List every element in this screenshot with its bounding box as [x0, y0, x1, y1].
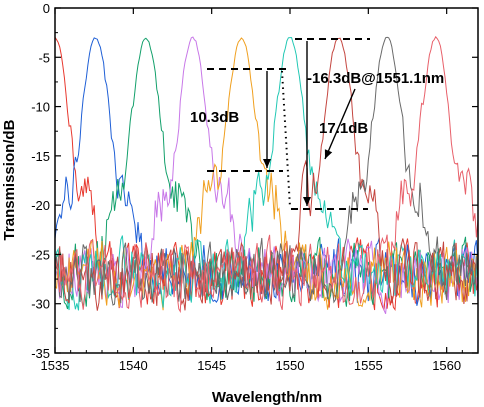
series-line-4: [55, 37, 478, 311]
x-tick-label-1555: 1555: [354, 358, 383, 373]
x-tick-label-1550: 1550: [276, 358, 305, 373]
series-line-8: [55, 35, 478, 314]
x-tick-label-1545: 1545: [197, 358, 226, 373]
series-line-2: [55, 37, 478, 310]
arrow-17-1db-head: [303, 197, 311, 206]
x-tick-label-1540: 1540: [119, 358, 148, 373]
arrow-peak-shaft: [324, 88, 356, 160]
annotation-10-3db: 10.3dB: [190, 109, 239, 126]
y-tick-label-0: 0: [43, 1, 50, 16]
series-line-7: [55, 36, 478, 306]
x-tick-label-1535: 1535: [41, 358, 70, 373]
y-tick-label--20: -20: [31, 198, 50, 213]
y-tick-label--30: -30: [31, 297, 50, 312]
arrow-10-3db-head: [263, 159, 271, 168]
y-tick-label--10: -10: [31, 100, 50, 115]
y-tick-label--35: -35: [31, 346, 50, 361]
y-axis-title: Transmission/dB: [1, 119, 18, 240]
dotted-connector: [281, 70, 291, 208]
x-axis-title: Wavelength/nm: [212, 389, 322, 406]
annotation-peak-wavelength: -16.3dB@1551.1nm: [307, 70, 444, 87]
axes-layer: 1535 1540 1545 1550 1555 1560 0 -5 -10 -15 -20 -25 -…: [31, 1, 479, 373]
y-tick-label--25: -25: [31, 247, 50, 262]
y-tick-label--15: -15: [31, 149, 50, 164]
series-layer: [55, 35, 478, 314]
y-tick-label--5: -5: [38, 50, 50, 65]
arrow-peak-head: [324, 149, 333, 159]
annotation-17-1db: 17.1dB: [319, 120, 368, 137]
x-tick-label-1560: 1560: [432, 358, 461, 373]
annotation-layer: [207, 38, 370, 210]
